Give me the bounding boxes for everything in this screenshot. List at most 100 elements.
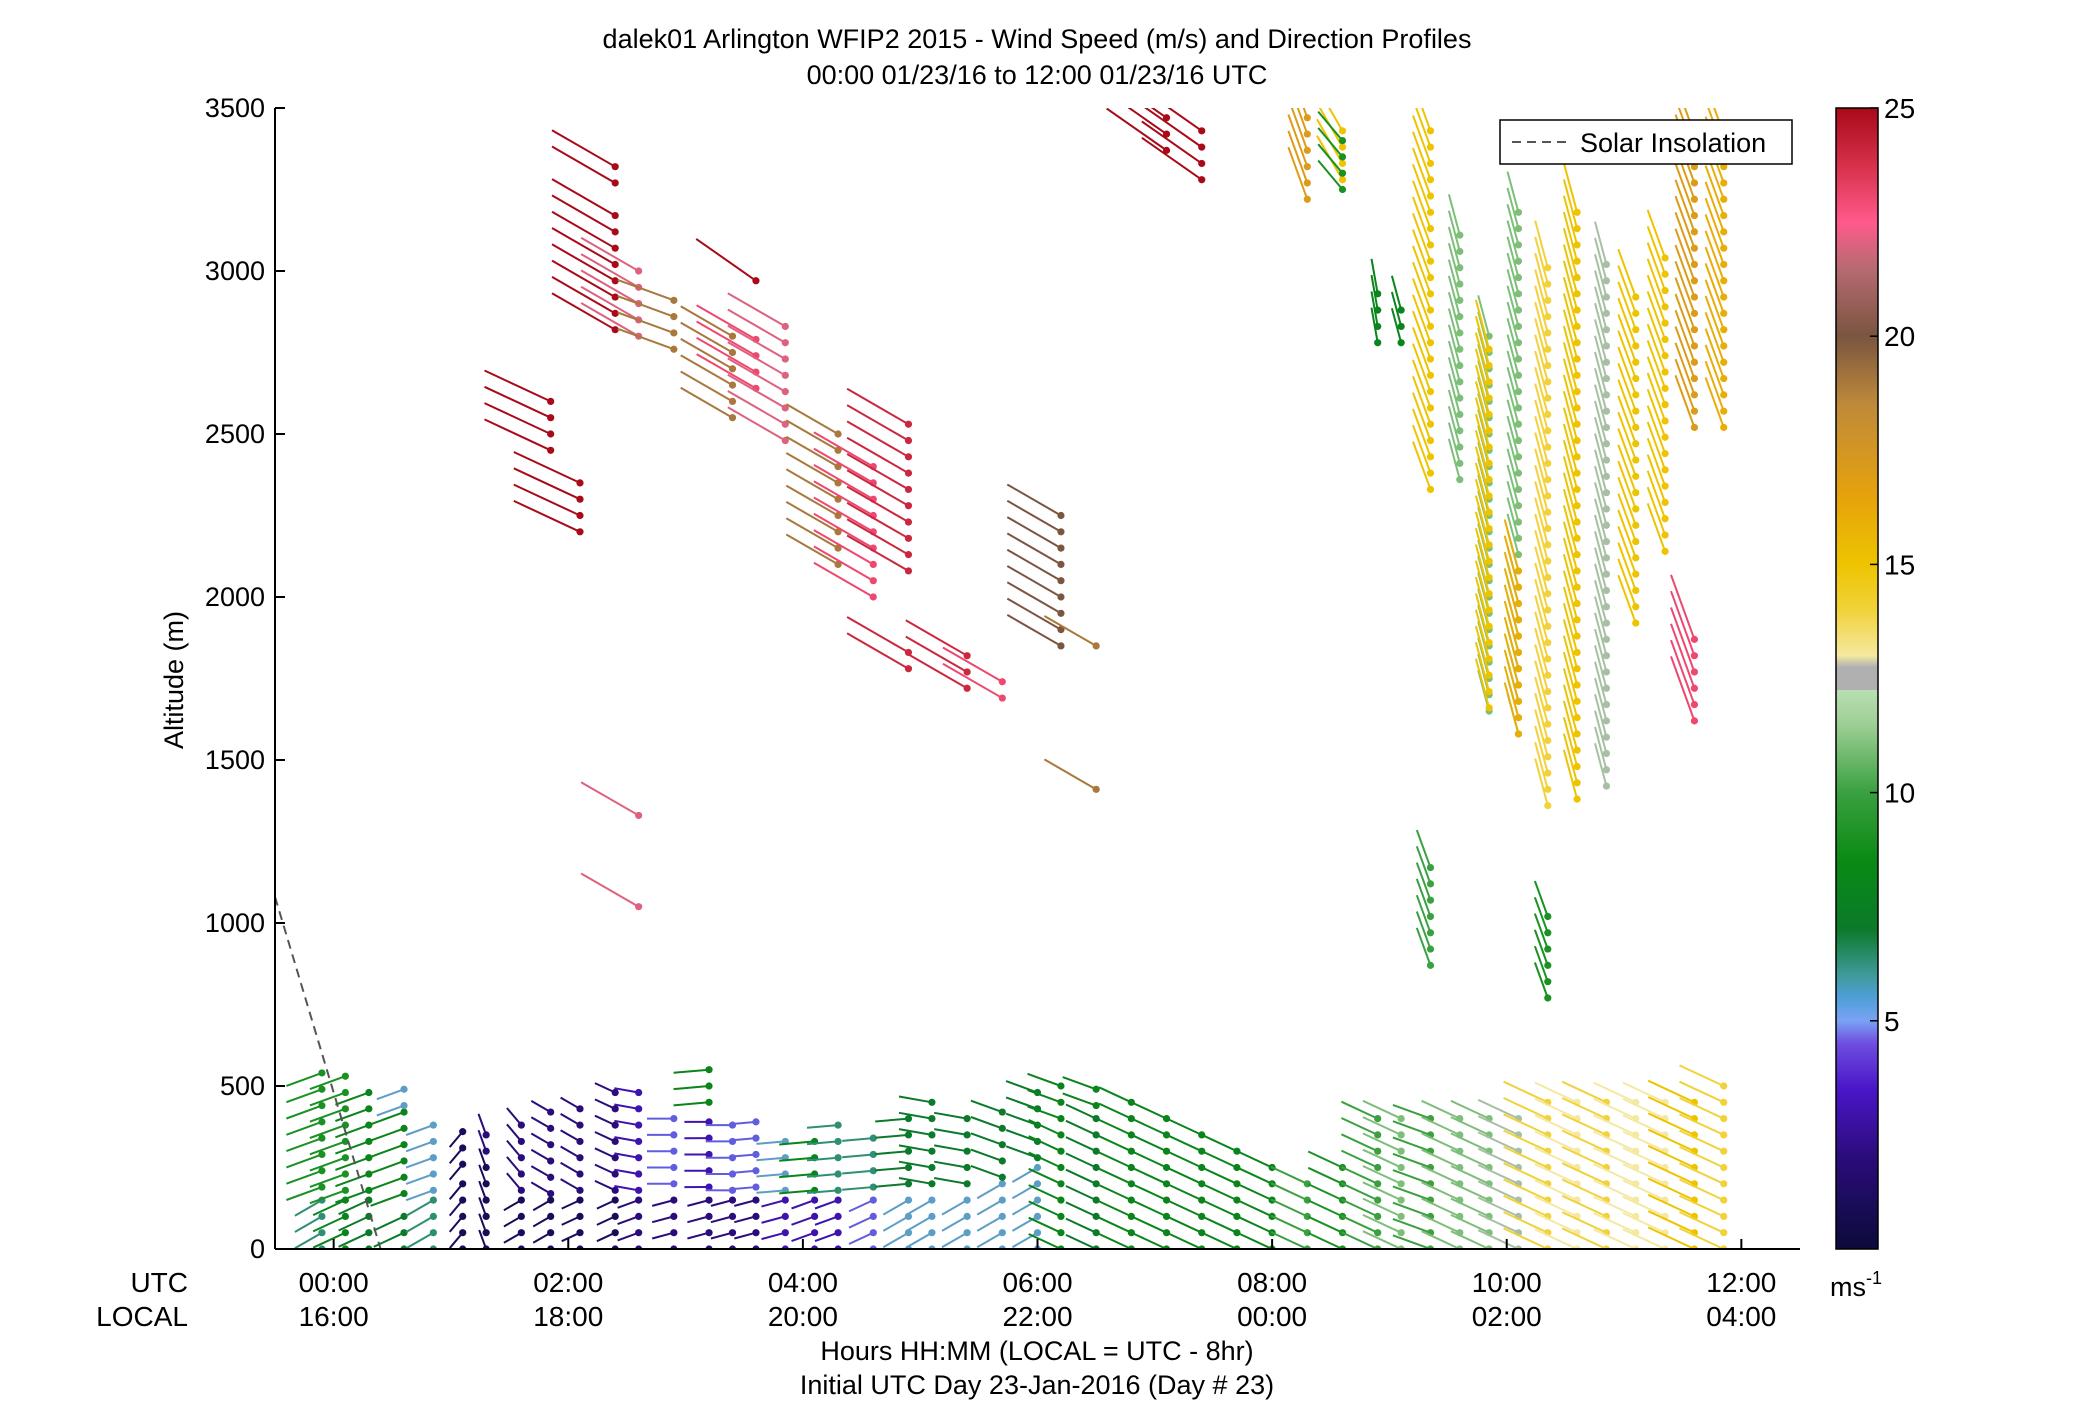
wind-barb-dot — [576, 479, 584, 487]
wind-barb-dot — [1602, 749, 1611, 758]
wind-barb-shaft — [286, 1072, 323, 1087]
wind-barb-shaft — [1594, 319, 1608, 363]
wind-barb-shaft — [551, 194, 616, 233]
wind-barb-dot — [1690, 407, 1699, 415]
wind-barb-dot — [1720, 342, 1728, 350]
wind-barb-shaft — [1450, 1230, 1490, 1249]
wind-barb-shaft — [696, 304, 757, 341]
wind-barb-dot — [904, 453, 913, 461]
wind-barb-shaft — [1503, 649, 1520, 702]
wind-barb-shaft — [1287, 114, 1309, 168]
wind-barb-dot — [1544, 622, 1552, 630]
wind-barb-dot — [752, 1118, 760, 1126]
wind-barb-shaft — [734, 1215, 757, 1224]
wind-barb-dot — [1573, 371, 1581, 379]
wind-barb-dot — [1514, 502, 1523, 510]
x-tick-label-utc: 00:00 — [299, 1267, 369, 1298]
wind-barb-shaft — [1534, 285, 1549, 334]
wind-barb-shaft — [370, 1192, 405, 1207]
wind-barb-shaft — [1133, 1102, 1167, 1120]
wind-barb-shaft — [1412, 180, 1432, 229]
wind-barb-shaft — [1447, 275, 1461, 317]
wind-barb-dot — [1514, 648, 1523, 657]
wind-barb-shaft — [1065, 1233, 1097, 1249]
wind-barb-shaft — [1704, 181, 1725, 233]
wind-barb-dot — [869, 1134, 877, 1142]
wind-barb-shaft — [1646, 209, 1667, 259]
wind-barb-shaft — [687, 1215, 710, 1224]
wind-barb-shaft — [1533, 896, 1549, 934]
wind-barb-dot — [1338, 169, 1347, 177]
wind-barb-shaft — [1412, 164, 1432, 213]
wind-barb-shaft — [1167, 108, 1203, 132]
wind-barb-dot — [1573, 632, 1581, 640]
wind-barb-shaft — [970, 1099, 1003, 1114]
wind-barb-dot — [1602, 635, 1611, 643]
wind-barb-shaft — [1447, 259, 1461, 301]
wind-barb-shaft — [1622, 1081, 1666, 1104]
wind-barb-dot — [1485, 394, 1493, 402]
wind-barb-shaft — [813, 512, 874, 549]
wind-barb-dot — [1661, 547, 1669, 555]
wind-barb-shaft — [477, 1113, 488, 1136]
wind-barb-shaft — [1392, 1152, 1431, 1169]
wind-barb-shaft — [1562, 162, 1579, 213]
wind-barb-shaft — [1506, 252, 1520, 295]
x-tick-label-utc: 02:00 — [533, 1267, 603, 1298]
wind-barb-dot — [341, 1212, 349, 1220]
x-tick-label-local: 16:00 — [299, 1301, 369, 1332]
wind-barb-shaft — [1477, 1115, 1519, 1136]
wind-barb-shaft — [727, 341, 786, 377]
wind-barb-dot — [1690, 195, 1699, 203]
wind-barb-dot — [752, 1150, 760, 1159]
wind-barb-dot — [1690, 423, 1699, 432]
wind-barb-dot — [1162, 1131, 1171, 1139]
wind-barb-dot — [1397, 306, 1405, 314]
wind-barb-shaft — [1622, 1097, 1666, 1120]
wind-barb-shaft — [1646, 503, 1667, 552]
wind-barb-shaft — [580, 236, 640, 272]
wind-barb-shaft — [1412, 147, 1432, 197]
wind-barb-shaft — [1704, 263, 1725, 314]
wind-barb-shaft — [551, 178, 616, 217]
wind-barb-dot — [1092, 1180, 1100, 1188]
wind-barb-shaft — [1646, 356, 1667, 406]
wind-barb-dot — [1690, 652, 1699, 660]
wind-barb-dot — [1661, 352, 1669, 360]
wind-barb-dot — [1485, 508, 1493, 516]
wind-barb-dot — [1720, 326, 1728, 334]
wind-barb-dot — [1573, 583, 1581, 591]
wind-barb-shaft — [1617, 248, 1637, 298]
wind-barb-shaft — [1043, 758, 1097, 791]
wind-barb-dot — [1544, 345, 1552, 353]
wind-barb-shaft — [1594, 270, 1608, 314]
y-tick-label: 1000 — [205, 908, 265, 938]
wind-barb-shaft — [431, 1248, 434, 1249]
wind-barb-shaft — [1594, 694, 1608, 738]
wind-barb-dot — [1426, 420, 1435, 428]
wind-barb-dot — [1033, 1180, 1042, 1188]
wind-barb-shaft — [1534, 1228, 1578, 1249]
wind-barb-dot — [1720, 423, 1728, 432]
wind-barb-shaft — [1415, 845, 1432, 885]
wind-barb-shaft — [1534, 1081, 1578, 1104]
wind-barb-shaft — [1704, 295, 1725, 347]
wind-barb-dot — [834, 1196, 842, 1204]
wind-barb-dot — [1632, 489, 1640, 497]
wind-barb-dot — [705, 1082, 713, 1090]
wind-barb-shaft — [1562, 651, 1579, 702]
wind-barb-dot — [1690, 228, 1699, 236]
wind-barb-shaft — [1450, 1099, 1490, 1120]
wind-barb-dot — [1057, 1082, 1065, 1090]
wind-barb-dot — [429, 1186, 437, 1194]
wind-barb-shaft — [813, 431, 874, 468]
wind-barb-shaft — [846, 502, 909, 540]
wind-barb-shaft — [1594, 253, 1608, 298]
wind-barb-dot — [1456, 476, 1464, 484]
wind-barb-dot — [869, 593, 877, 601]
wind-barb-dot — [834, 1186, 842, 1194]
wind-barb-dot — [928, 1147, 936, 1155]
wind-barb-shaft — [1506, 513, 1520, 555]
wind-barb-dot — [1720, 358, 1728, 366]
wind-barb-shaft — [1474, 397, 1491, 448]
